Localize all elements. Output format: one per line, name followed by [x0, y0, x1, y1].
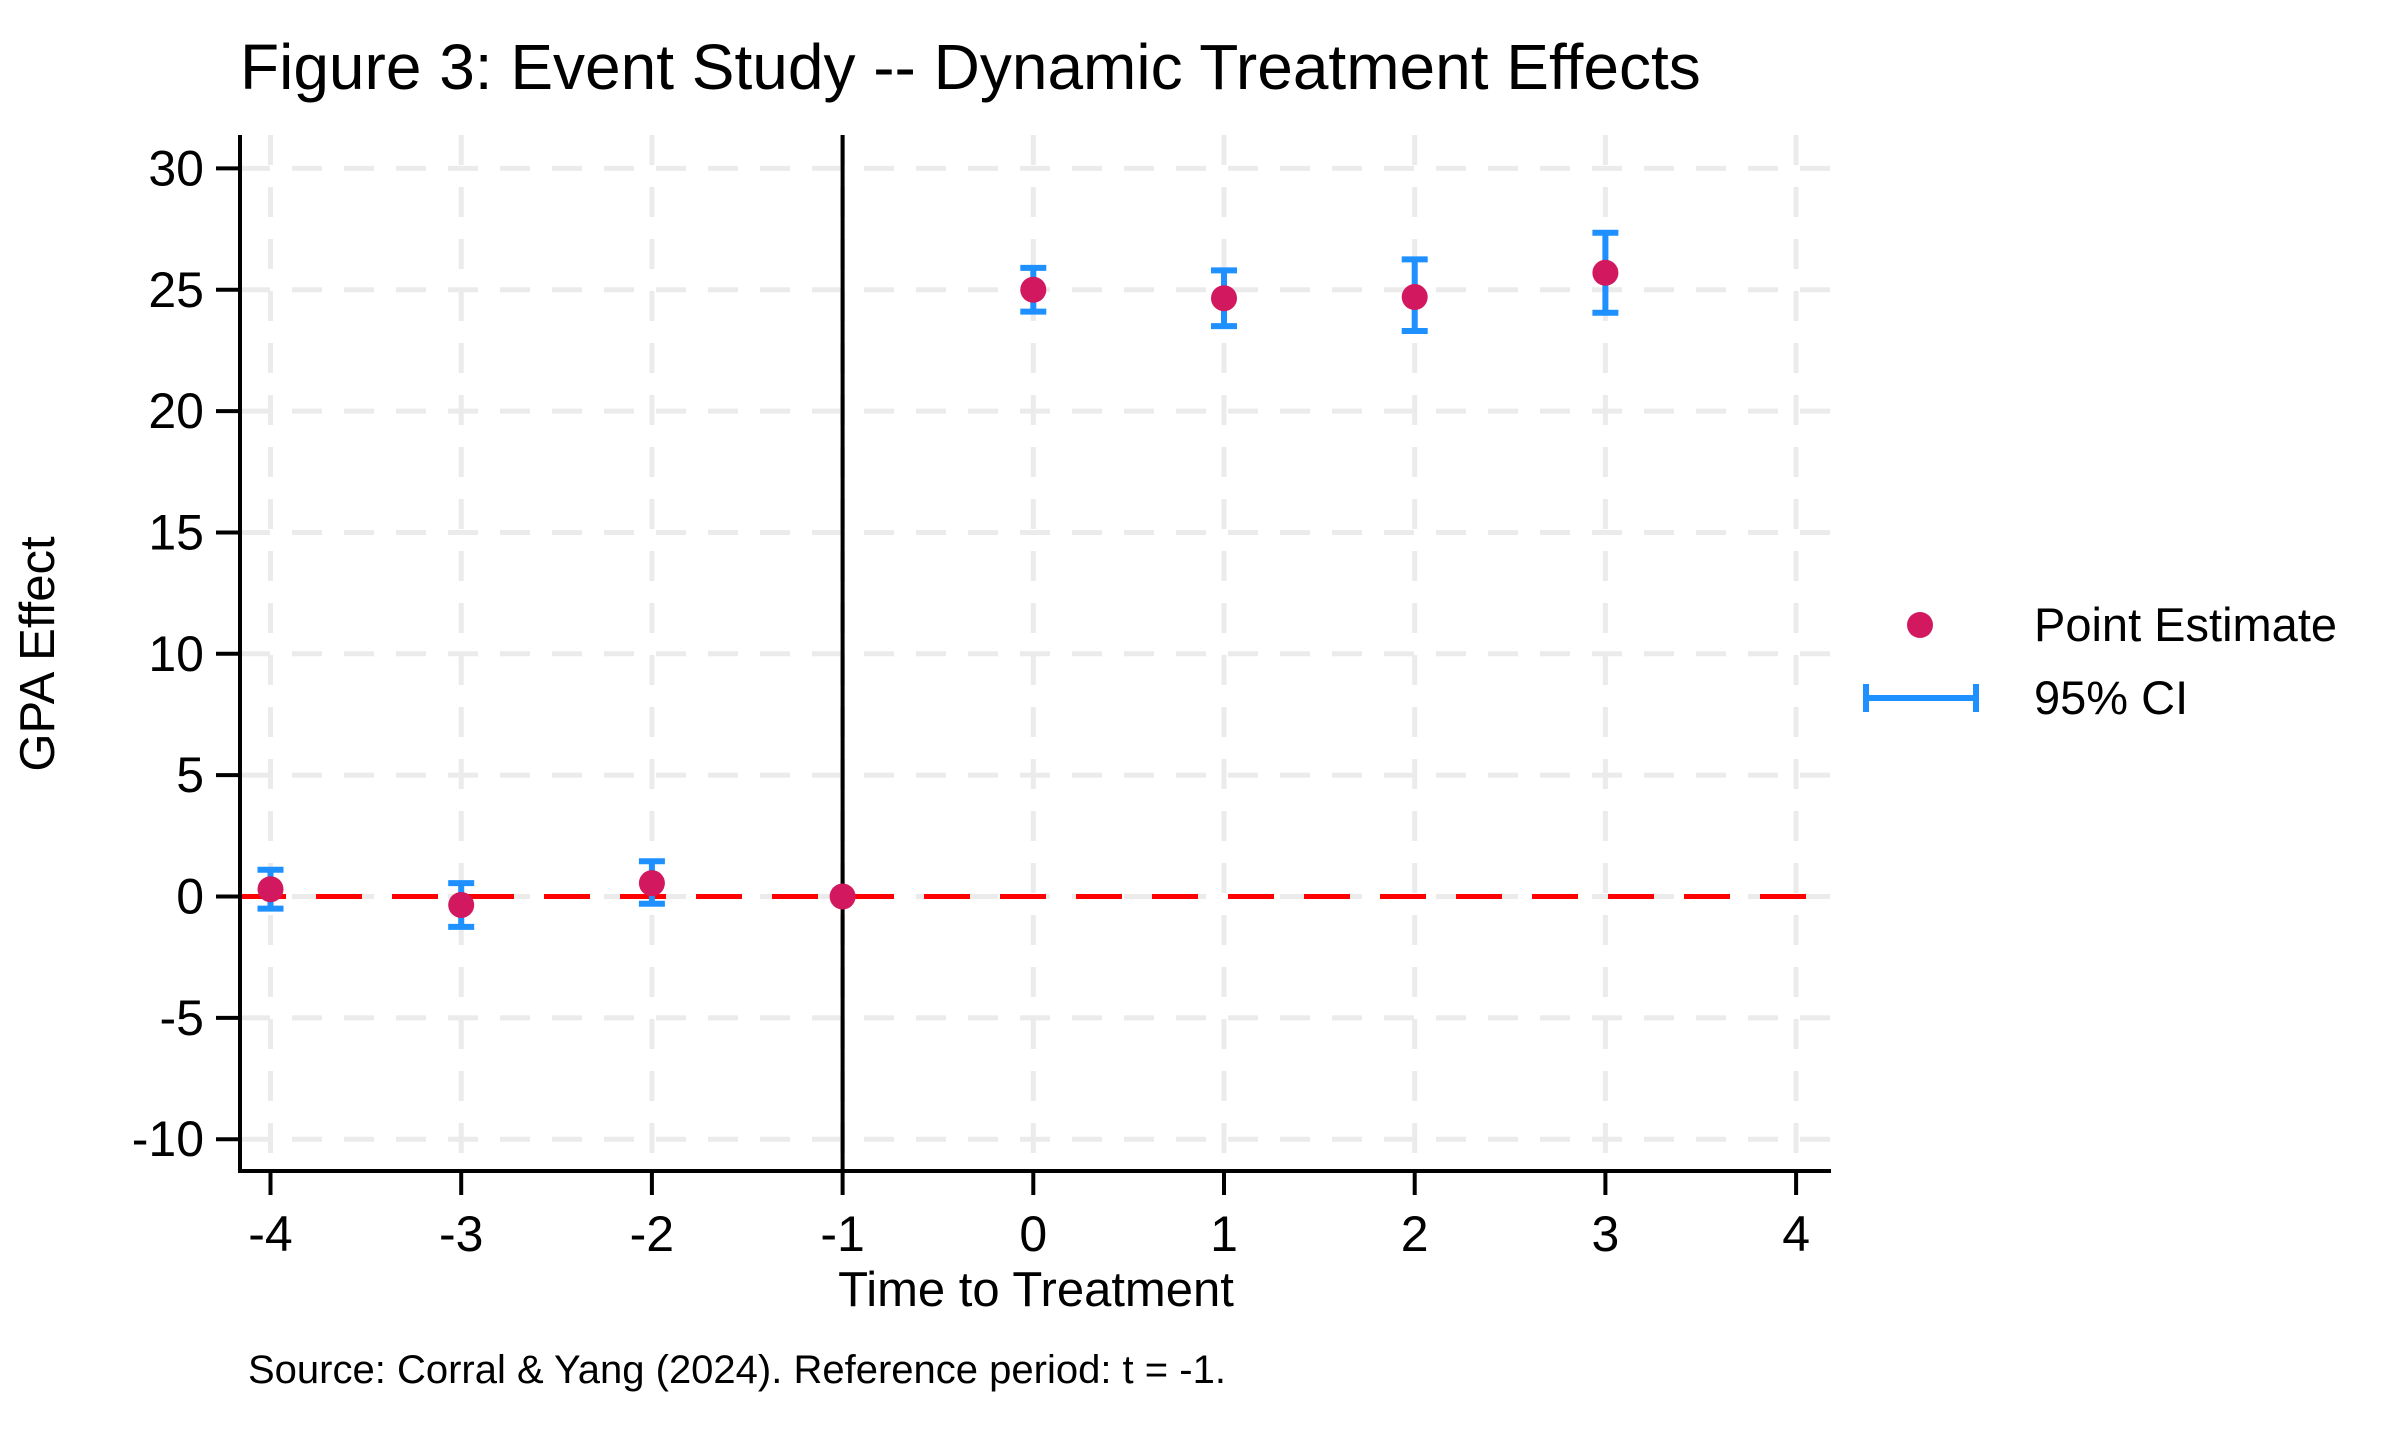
legend-row-ci: 95% CI — [1858, 661, 2337, 734]
y-tick-label: 30 — [148, 140, 204, 196]
data-point — [1592, 259, 1619, 286]
y-tick-label: 0 — [176, 869, 204, 925]
data-point — [1401, 284, 1428, 311]
x-tick-label: 0 — [1019, 1206, 1047, 1262]
y-tick-label: 15 — [148, 504, 204, 560]
y-tick-label: 25 — [148, 262, 204, 318]
legend-label-ci: 95% CI — [2034, 671, 2189, 724]
y-tick-label: 5 — [176, 747, 204, 803]
x-tick-label: -3 — [439, 1206, 483, 1262]
chart-title: Figure 3: Event Study -- Dynamic Treatme… — [240, 31, 1701, 103]
data-point — [1020, 276, 1047, 303]
x-tick-label: -4 — [248, 1206, 292, 1262]
y-tick-label: 20 — [148, 383, 204, 439]
x-tick-label: -2 — [630, 1206, 674, 1262]
y-tick-label: -5 — [160, 990, 204, 1046]
data-point — [638, 870, 665, 897]
x-tick-label: 4 — [1782, 1206, 1810, 1262]
legend-label-point-estimate: Point Estimate — [2034, 598, 2338, 651]
data-point — [448, 891, 475, 918]
x-tick-label: 2 — [1401, 1206, 1429, 1262]
data-point — [829, 883, 856, 910]
x-tick-label: 1 — [1210, 1206, 1238, 1262]
source-note: Source: Corral & Yang (2024). Reference … — [248, 1348, 1226, 1392]
legend: Point Estimate 95% CI — [1858, 588, 2337, 734]
point-estimate-marker-icon — [1907, 612, 1933, 638]
x-tick-label: -1 — [820, 1206, 864, 1262]
legend-row-point-estimate: Point Estimate — [1858, 588, 2337, 661]
x-axis-title: Time to Treatment — [838, 1263, 1234, 1317]
ci-marker-icon — [1863, 684, 1979, 712]
y-tick-label: -10 — [132, 1111, 204, 1167]
x-tick-label: 3 — [1591, 1206, 1619, 1262]
data-point — [1211, 285, 1237, 312]
y-tick-label: 10 — [148, 626, 204, 682]
y-axis-title: GPA Effect — [11, 536, 65, 772]
data-point — [257, 876, 284, 903]
